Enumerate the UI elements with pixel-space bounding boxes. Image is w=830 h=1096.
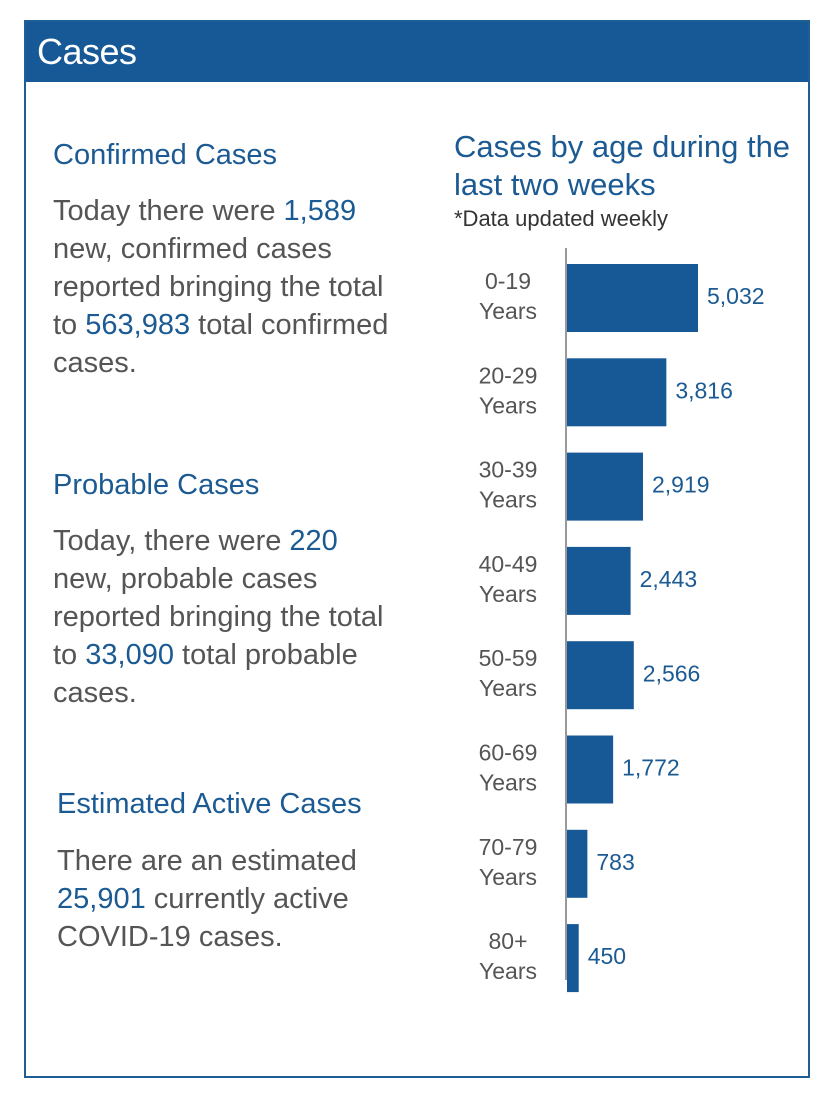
bar-value-label: 2,566 xyxy=(643,660,701,686)
age-category-label: 70-79 Years xyxy=(479,834,538,890)
cases-panel: Cases Confirmed Cases Today there were 1… xyxy=(24,20,810,1078)
confirmed-new-count: 1,589 xyxy=(283,195,357,227)
age-category-label: 40-49 Years xyxy=(479,551,538,607)
page-title: Cases xyxy=(37,31,137,72)
age-category-label: 80+ Years xyxy=(479,928,537,984)
age-category-label: 30-39 Years xyxy=(479,457,538,513)
bar-30-39 xyxy=(567,452,643,521)
bar-value-label: 3,816 xyxy=(675,377,733,403)
bar-value-label: 1,772 xyxy=(622,755,680,781)
header-bar: Cases xyxy=(26,22,808,82)
chart-subtitle: *Data updated weekly xyxy=(454,206,669,231)
bar-20-29 xyxy=(567,358,667,427)
active-cases-text: There are an estimated 25,901 currently … xyxy=(57,842,402,956)
bar-50-59 xyxy=(567,641,634,710)
probable-cases-title: Probable Cases xyxy=(53,469,260,501)
bar-80+ xyxy=(567,924,579,993)
probable-text-1: Today, there were xyxy=(53,525,290,557)
probable-cases-text: Today, there were 220 new, probable case… xyxy=(53,522,393,712)
age-category-label: 20-29 Years xyxy=(479,362,538,418)
confirmed-cases-title: Confirmed Cases xyxy=(53,139,278,171)
confirmed-text-1: Today there were xyxy=(53,195,284,227)
chart-title: Cases by age during the last two weeks xyxy=(454,129,791,202)
age-category-label: 50-59 Years xyxy=(479,645,538,701)
bar-value-label: 2,919 xyxy=(652,472,710,498)
bar-value-label: 5,032 xyxy=(707,283,765,309)
active-text-1: There are an estimated xyxy=(57,845,357,877)
active-text-2: currently active COVID-19 cases. xyxy=(57,883,349,953)
bar-40-49 xyxy=(567,546,631,615)
probable-new-count: 220 xyxy=(289,525,338,557)
probable-text-3: total probable cases. xyxy=(53,639,358,709)
bar-value-label: 450 xyxy=(588,943,626,969)
bar-0-19 xyxy=(567,264,698,332)
age-category-label: 0-19 Years xyxy=(479,268,537,324)
confirmed-total-count: 563,983 xyxy=(85,309,191,341)
probable-text-2: new, probable cases reported bringing th… xyxy=(53,563,384,671)
active-count: 25,901 xyxy=(57,883,146,915)
bar-70-79 xyxy=(567,829,588,898)
age-bar-chart: 5,032 0-19 Years 3,816 20-29 Years 2,919 30-39 Y… xyxy=(479,248,765,993)
bar-value-label: 783 xyxy=(596,849,634,875)
bar-60-69 xyxy=(567,735,614,804)
active-cases-title: Estimated Active Cases xyxy=(57,788,362,820)
probable-total-count: 33,090 xyxy=(85,639,174,671)
age-category-label: 60-69 Years xyxy=(479,740,538,796)
confirmed-text-3: total confirmed cases. xyxy=(53,309,389,379)
confirmed-text-2: new, confirmed cases reported bringing t… xyxy=(53,233,384,341)
confirmed-cases-text: Today there were 1,589 new, confirmed ca… xyxy=(53,192,403,382)
bar-value-label: 2,443 xyxy=(640,566,698,592)
